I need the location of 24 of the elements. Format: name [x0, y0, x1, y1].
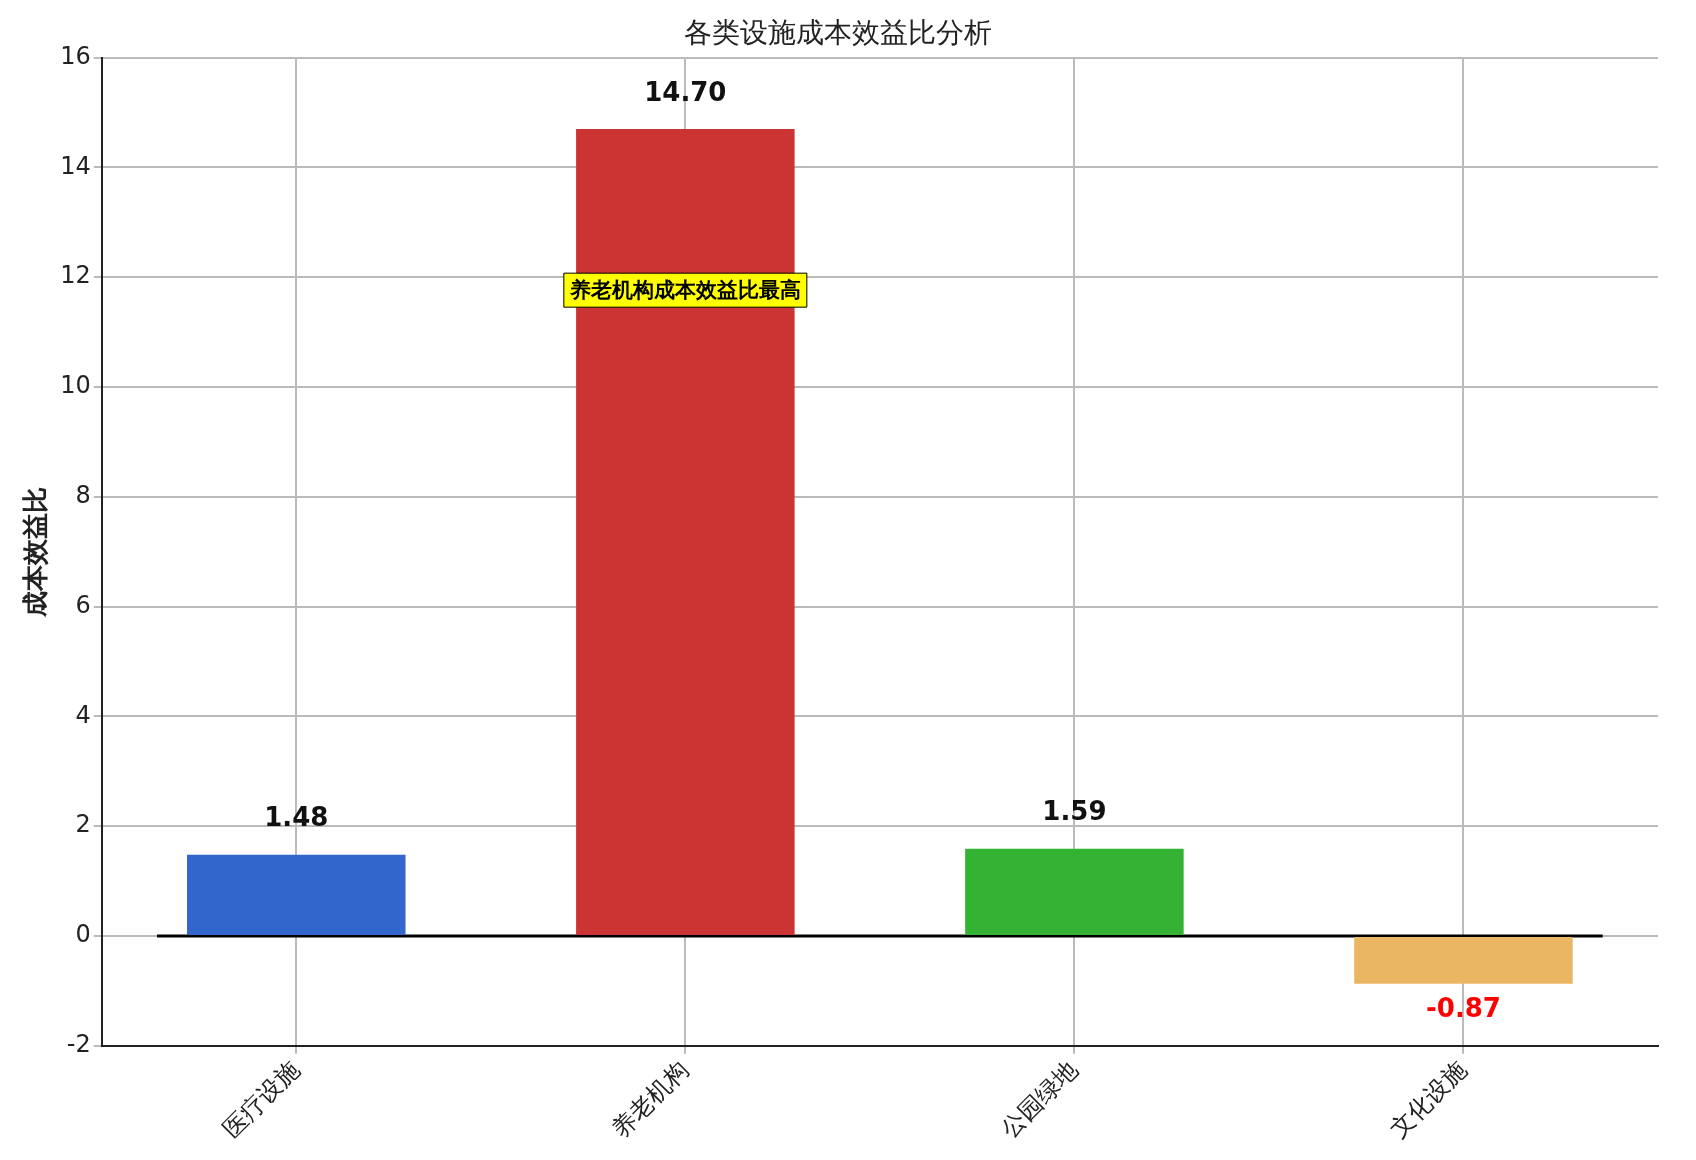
y-axis-title: 成本效益比	[20, 486, 51, 618]
y-tick-label: 12	[60, 261, 91, 290]
y-tick-label: -2	[66, 1029, 91, 1058]
data-label: 1.48	[264, 802, 329, 833]
y-tick-label: 4	[75, 700, 91, 729]
y-tick-label: 8	[75, 481, 91, 510]
data-label: -0.87	[1425, 993, 1501, 1024]
bar	[187, 854, 406, 935]
y-tick-label: 6	[75, 590, 91, 619]
y-tick-label: 2	[75, 810, 91, 839]
y-tick-label: 10	[60, 371, 91, 400]
y-tick-label: 0	[75, 920, 91, 949]
bar	[1354, 936, 1573, 984]
x-tick-label: 公园绿地	[995, 1055, 1084, 1144]
y-tick-label: 16	[60, 41, 91, 70]
y-tick-label: 14	[60, 151, 91, 180]
annotation: 养老机构成本效益比最高	[568, 277, 801, 302]
chart-title: 各类设施成本效益比分析	[684, 16, 992, 50]
x-tick-label: 医疗设施	[217, 1055, 305, 1144]
data-label: 1.59	[1042, 796, 1107, 827]
data-label: 14.70	[644, 76, 727, 107]
bar	[965, 848, 1184, 935]
x-tick-label: 养老机构	[606, 1055, 694, 1144]
x-tick-label: 文化设施	[1384, 1055, 1473, 1144]
